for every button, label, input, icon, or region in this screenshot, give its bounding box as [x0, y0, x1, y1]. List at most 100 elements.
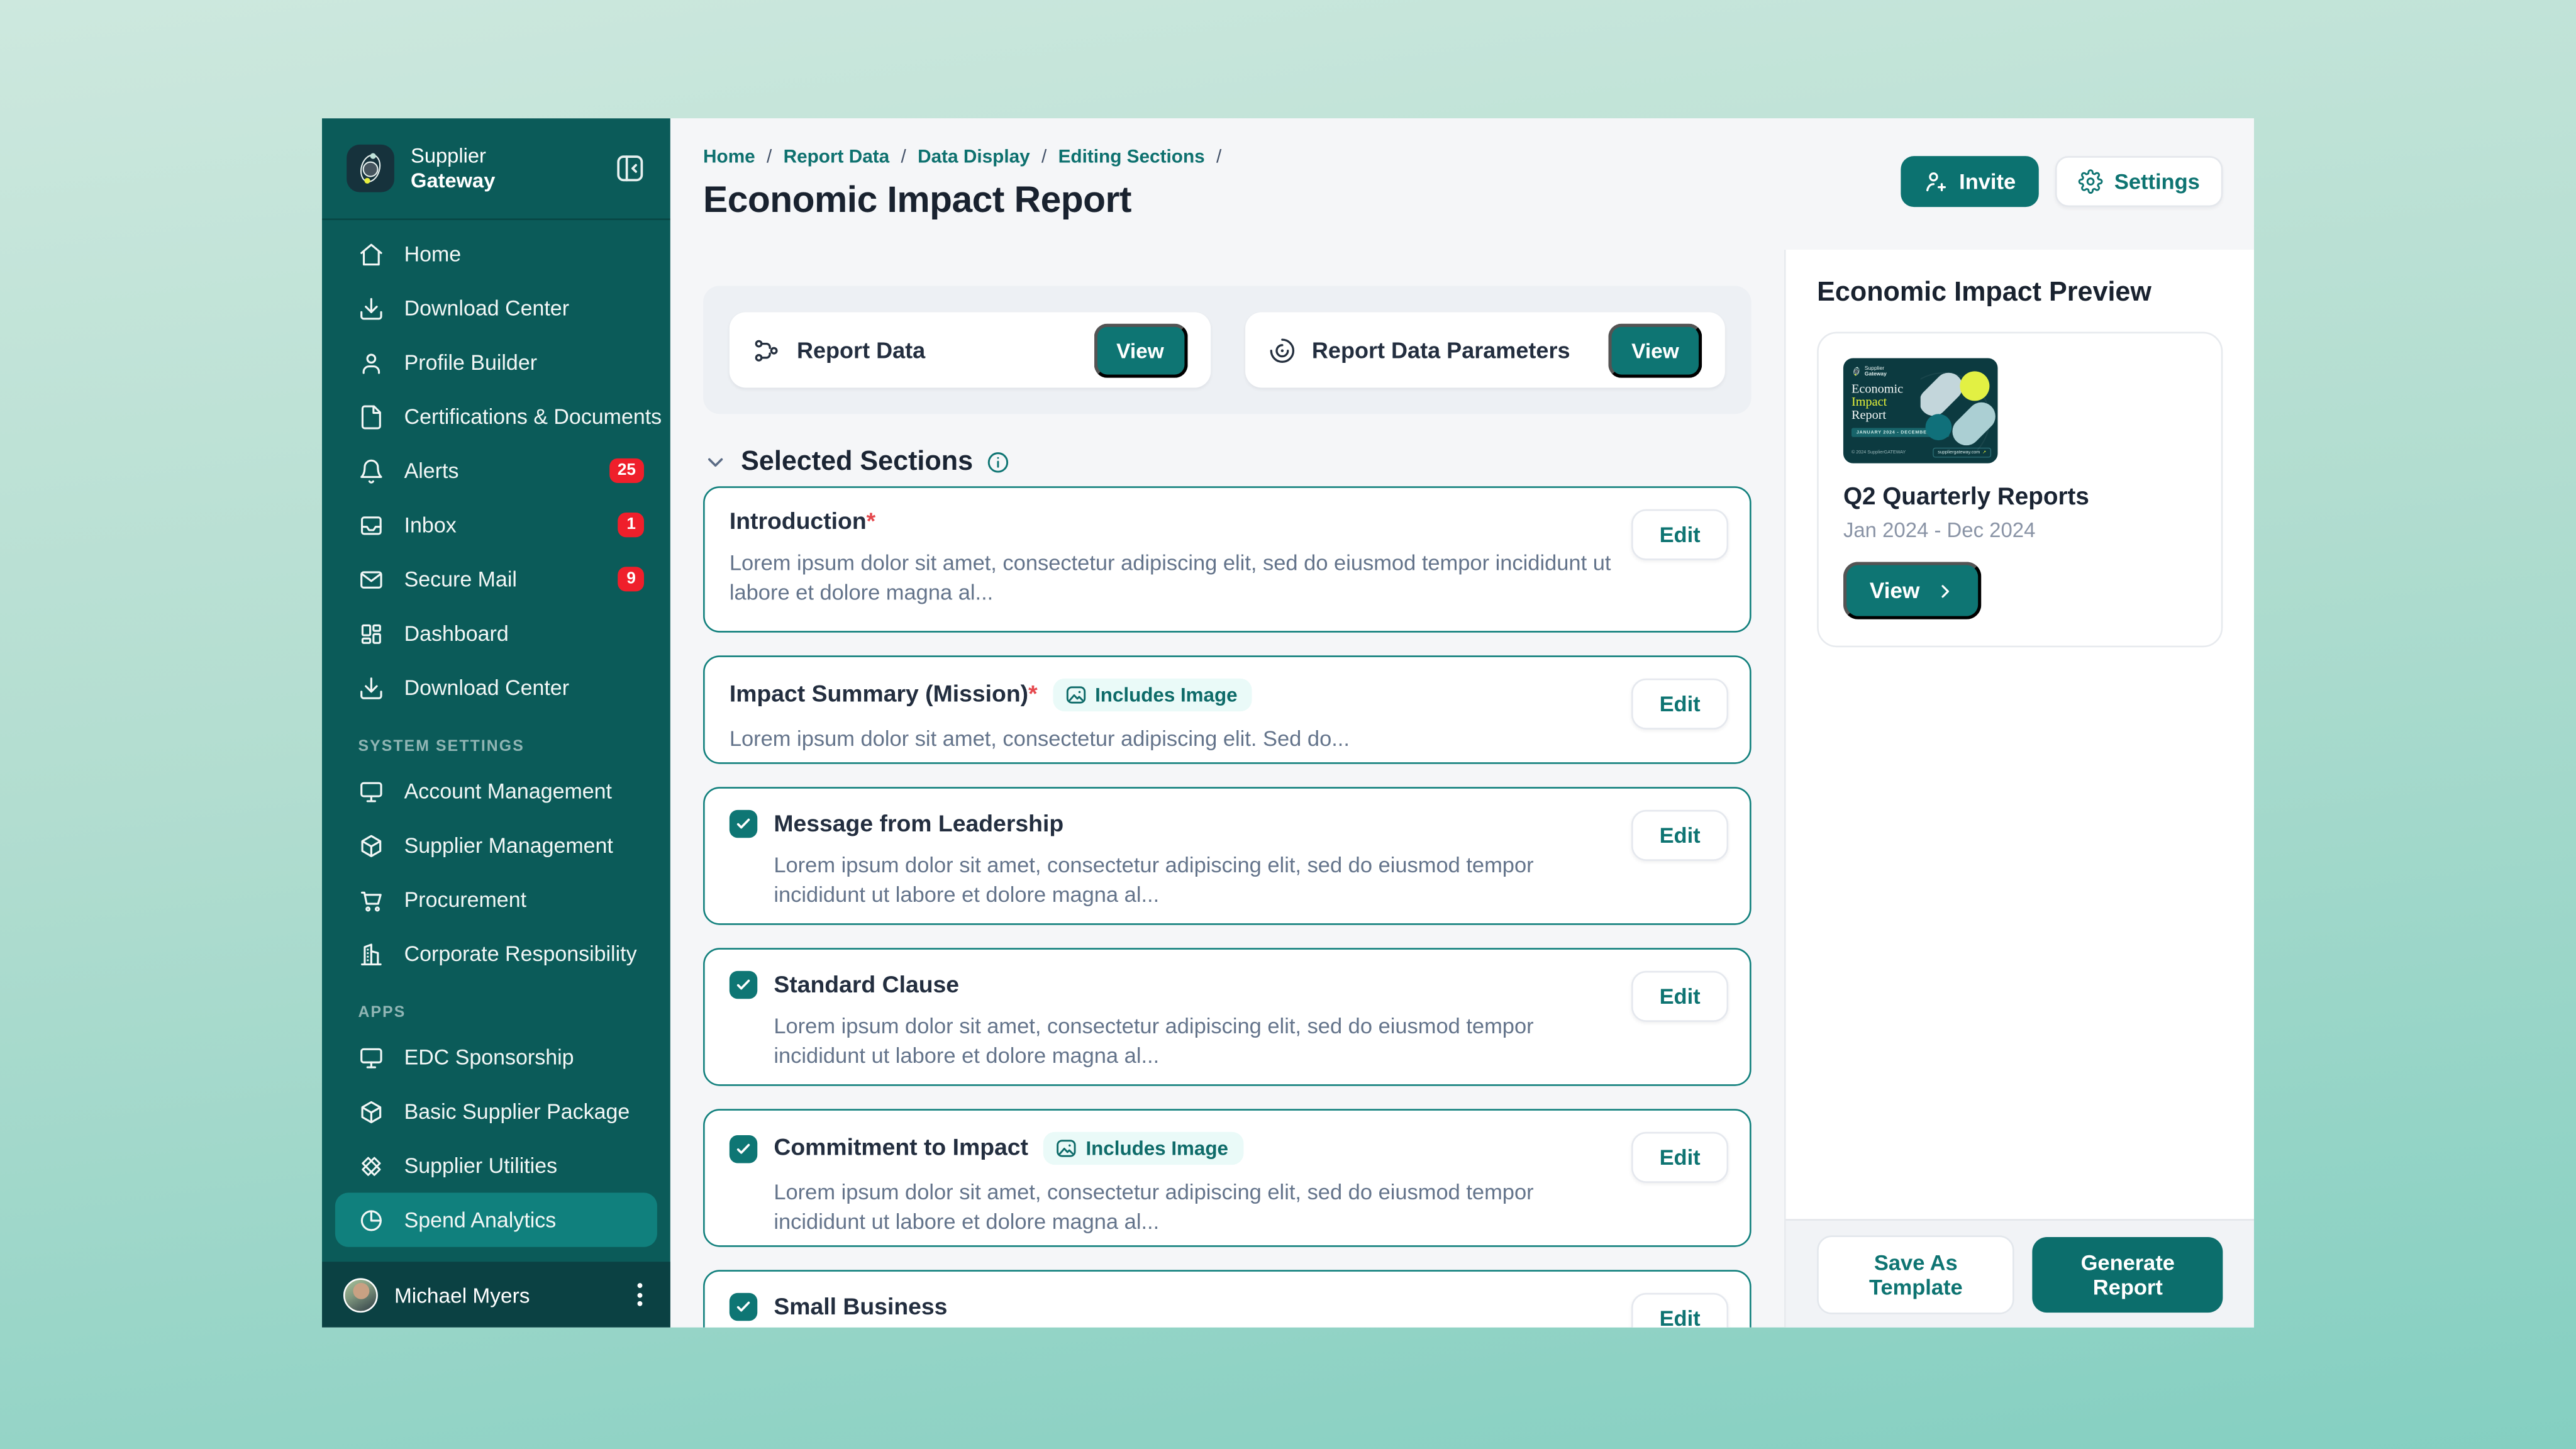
user-plus-icon: [1923, 169, 1948, 194]
breadcrumb-separator: /: [767, 148, 772, 168]
section-body: Lorem ipsum dolor sit amet, consectetur …: [774, 1179, 1534, 1233]
section-title: Impact Summary (Mission)*: [729, 682, 1038, 708]
alerts-count-badge: 25: [609, 458, 644, 484]
section-card-standard-clause: Standard Clause Lorem ipsum dolor sit am…: [703, 948, 1752, 1086]
preview-report-title: Q2 Quarterly Reports: [1843, 484, 2089, 511]
sidebar-item-home[interactable]: Home: [335, 226, 657, 280]
sidebar-item-supplier-utilities[interactable]: Supplier Utilities: [335, 1138, 657, 1192]
breadcrumb-report-data[interactable]: Report Data: [783, 148, 890, 168]
sidebar-user-footer[interactable]: Michael Myers: [322, 1262, 670, 1328]
panel-footer: Save As Template Generate Report: [1785, 1219, 2254, 1328]
sidebar-item-label: Corporate Responsibility: [404, 941, 637, 966]
invite-button[interactable]: Invite: [1900, 156, 2039, 208]
section-card-message-from-leadership: Message from Leadership Lorem ipsum dolo…: [703, 787, 1752, 925]
sidebar-item-edc-sponsorship[interactable]: EDC Sponsorship: [335, 1030, 657, 1084]
section-title: Commitment to Impact: [774, 1135, 1029, 1162]
report-data-parameters-card: Report Data Parameters View: [1244, 312, 1725, 388]
brand-line2: Gateway: [411, 168, 496, 192]
selected-sections-header: Selected Sections: [703, 440, 1752, 483]
edit-button[interactable]: Edit: [1631, 809, 1729, 861]
user-name: Michael Myers: [394, 1282, 530, 1307]
section-title: Message from Leadership: [774, 811, 1064, 837]
thumbnail-copyright: © 2024 SupplierGATEWAY: [1852, 450, 1906, 455]
section-body: Lorem ipsum dolor sit amet, consectetur …: [729, 726, 1350, 751]
sidebar-collapse-icon[interactable]: [614, 153, 646, 184]
edit-button[interactable]: Edit: [1631, 678, 1729, 730]
preview-date-range: Jan 2024 - Dec 2024: [1843, 519, 2036, 543]
sidebar-item-spend-analytics[interactable]: Spend Analytics: [335, 1192, 657, 1247]
edit-button[interactable]: Edit: [1631, 1131, 1729, 1183]
section-body: Lorem ipsum dolor sit amet, consectetur …: [774, 852, 1534, 906]
sidebar-item-label: Procurement: [404, 887, 527, 912]
sidebar-item-label: Download Center: [404, 675, 570, 700]
section-body: Lorem ipsum dolor sit amet, consectetur …: [774, 1013, 1534, 1067]
sidebar-item-corporate-responsibility[interactable]: Corporate Responsibility: [335, 926, 657, 980]
breadcrumb-data-display[interactable]: Data Display: [918, 148, 1030, 168]
orbit-logo-icon: [1852, 367, 1862, 377]
thumbnail-date-pill: JANUARY 2024 - DECEMBER 2024: [1852, 428, 1950, 438]
download-icon: [358, 674, 384, 701]
chevron-down-icon[interactable]: [703, 449, 728, 474]
thumbnail-title: Economic Impact Report: [1852, 381, 1904, 423]
edit-button[interactable]: Edit: [1631, 509, 1729, 560]
edit-button[interactable]: Edit: [1631, 970, 1729, 1022]
sidebar-item-basic-supplier-package[interactable]: Basic Supplier Package: [335, 1084, 657, 1138]
edit-button[interactable]: Edit: [1631, 1292, 1729, 1328]
sidebar-item-download-center-2[interactable]: Download Center: [335, 660, 657, 714]
section-title: Small Business: [774, 1294, 948, 1320]
preview-panel: Economic Impact Preview Supplier Gateway: [1784, 250, 2254, 1328]
sidebar-item-label: Alerts: [404, 458, 459, 483]
image-icon: [1055, 1137, 1078, 1160]
sidebar-item-label: Inbox: [404, 513, 457, 538]
thumbnail-artwork: [1920, 371, 1996, 450]
sidebar-item-label: EDC Sponsorship: [404, 1045, 574, 1070]
sidebar-logo-row: Supplier Gateway: [322, 118, 670, 221]
sidebar-item-certifications[interactable]: Certifications & Documents: [335, 389, 662, 443]
report-data-view-button[interactable]: View: [1093, 323, 1187, 377]
check-icon: [735, 1140, 753, 1158]
section-checkbox-checked[interactable]: [729, 1292, 758, 1321]
mail-icon: [358, 566, 384, 592]
section-checkbox-checked[interactable]: [729, 970, 758, 999]
content-column: Home / Report Data / Data Display / Edit…: [670, 118, 2254, 1328]
sidebar-item-inbox[interactable]: Inbox 1: [335, 498, 657, 552]
user-menu-kebab-icon[interactable]: [631, 1277, 649, 1313]
sidebar-item-label: Home: [404, 242, 462, 267]
sidebar-item-account-management[interactable]: Account Management: [335, 764, 657, 818]
sidebar-item-download-center[interactable]: Download Center: [335, 281, 657, 335]
section-checkbox-checked[interactable]: [729, 809, 758, 838]
settings-button[interactable]: Settings: [2055, 156, 2223, 208]
sidebar-item-profile-builder[interactable]: Profile Builder: [335, 335, 657, 389]
sidebar-item-dashboard[interactable]: Dashboard: [335, 606, 657, 660]
brand-line1: Supplier: [411, 144, 486, 167]
breadcrumb: Home / Report Data / Data Display / Edit…: [703, 118, 1221, 250]
report-data-parameters-view-button[interactable]: View: [1608, 323, 1702, 377]
cube-icon: [358, 832, 384, 858]
report-data-label: Report Data: [796, 337, 926, 362]
preview-view-button[interactable]: View: [1843, 562, 1981, 619]
monitor-icon: [358, 1044, 384, 1070]
breadcrumb-separator: /: [1216, 148, 1222, 168]
orbit-logo-icon: [353, 151, 388, 186]
sidebar-item-label: Basic Supplier Package: [404, 1099, 630, 1124]
report-thumbnail: Supplier Gateway Economic Impact Report: [1843, 358, 1998, 464]
sidebar-item-secure-mail[interactable]: Secure Mail 9: [335, 552, 657, 606]
section-card-small-business: Small Business Edit: [703, 1270, 1752, 1328]
user-icon: [358, 349, 384, 375]
cube-icon: [358, 1098, 384, 1124]
sidebar-item-procurement[interactable]: Procurement: [335, 872, 657, 926]
info-icon[interactable]: [986, 449, 1011, 474]
sidebar-item-supplier-management[interactable]: Supplier Management: [335, 818, 657, 872]
report-data-parameters-label: Report Data Parameters: [1311, 337, 1570, 362]
sidebar-item-label: Download Center: [404, 296, 570, 321]
save-as-template-button[interactable]: Save As Template: [1817, 1235, 2015, 1314]
section-card-introduction: Introduction* Lorem ipsum dolor sit amet…: [703, 486, 1752, 633]
section-checkbox-checked[interactable]: [729, 1134, 758, 1163]
sidebar-item-alerts[interactable]: Alerts 25: [335, 443, 657, 497]
report-data-strip: Report Data View Report Data Parameters …: [703, 286, 1752, 414]
generate-report-button[interactable]: Generate Report: [2033, 1236, 2223, 1312]
breadcrumb-home[interactable]: Home: [703, 148, 755, 168]
breadcrumb-editing-sections[interactable]: Editing Sections: [1058, 148, 1205, 168]
selected-sections-title: Selected Sections: [741, 446, 974, 476]
